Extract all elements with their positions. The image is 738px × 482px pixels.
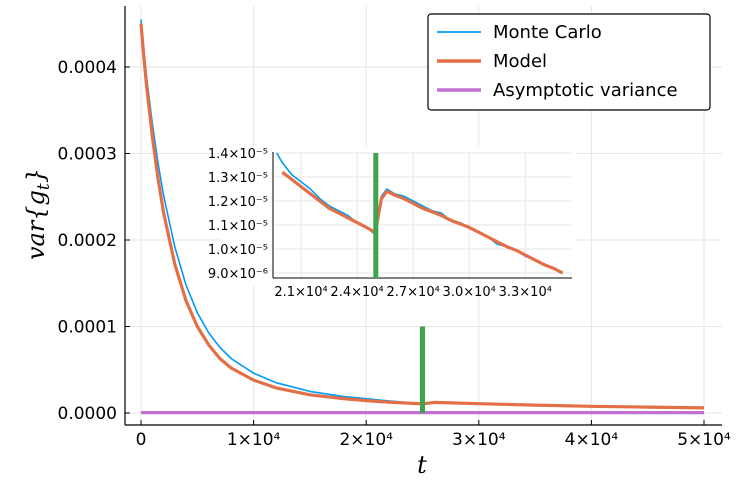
y-tick-label: 0.0004 — [58, 58, 117, 78]
x-tick-label: 3×10⁴ — [452, 430, 506, 450]
inset-y-tick-label: 1.4×10⁻⁵ — [208, 147, 268, 162]
legend: Monte Carlo Model Asymptotic variance — [427, 13, 711, 111]
legend-label: Asymptotic variance — [493, 80, 678, 101]
x-axis-label: t — [417, 451, 427, 479]
main-axes — [124, 6, 722, 426]
main-series — [139, 19, 705, 415]
x-tick-label: 4×10⁴ — [565, 430, 619, 450]
main-tick-labels: 0 1×10⁴ 2×10⁴ 3×10⁴ 4×10⁴ 5×10⁴ 0.0000 0.0001 0.… — [58, 58, 731, 450]
y-tick-label: 0.0002 — [58, 231, 117, 251]
inset-x-tick-label: 2.7×10⁴ — [386, 285, 439, 300]
inset-series-line-model — [281, 170, 564, 275]
y-tick-label: 0.0001 — [58, 318, 117, 338]
inset-series — [276, 152, 564, 278]
x-tick-label: 5×10⁴ — [677, 430, 731, 450]
inset-grid — [273, 152, 572, 278]
inset-y-tick-label: 1.2×10⁻⁵ — [208, 195, 268, 210]
x-tick-label: 1×10⁴ — [227, 430, 281, 450]
y-axis-label: var{gt} — [22, 168, 54, 260]
inset-x-tick-label: 2.1×10⁴ — [274, 285, 327, 300]
inset-tick-labels: 2.1×10⁴ 2.4×10⁴ 2.7×10⁴ 3.0×10⁴ 3.3×10⁴ 9.0×1… — [208, 147, 552, 300]
legend-label: Monte Carlo — [493, 22, 602, 43]
inset-y-tick-label: 1.1×10⁻⁵ — [208, 219, 268, 234]
inset-y-tick-label: 1.0×10⁻⁵ — [208, 243, 268, 258]
inset-axes — [272, 152, 572, 279]
legend-box — [427, 13, 711, 111]
legend-label: Model — [493, 51, 547, 72]
inset-plot: 2.1×10⁴ 2.4×10⁴ 2.7×10⁴ 3.0×10⁴ 3.3×10⁴ 9.0×1… — [208, 146, 576, 300]
inset-y-tick-label: 1.3×10⁻⁵ — [208, 171, 268, 186]
inset-x-tick-label: 3.0×10⁴ — [443, 285, 496, 300]
y-tick-label: 0.0003 — [58, 145, 117, 165]
y-tick-label: 0.0000 — [58, 404, 117, 424]
inset-x-tick-label: 2.4×10⁴ — [330, 285, 383, 300]
x-tick-label: 2×10⁴ — [339, 430, 393, 450]
inset-background — [220, 146, 576, 286]
series-line-model — [139, 23, 705, 410]
inset-y-tick-label: 9.0×10⁻⁶ — [208, 267, 268, 282]
inset-x-tick-label: 3.3×10⁴ — [499, 285, 552, 300]
x-tick-label: 0 — [136, 430, 147, 450]
